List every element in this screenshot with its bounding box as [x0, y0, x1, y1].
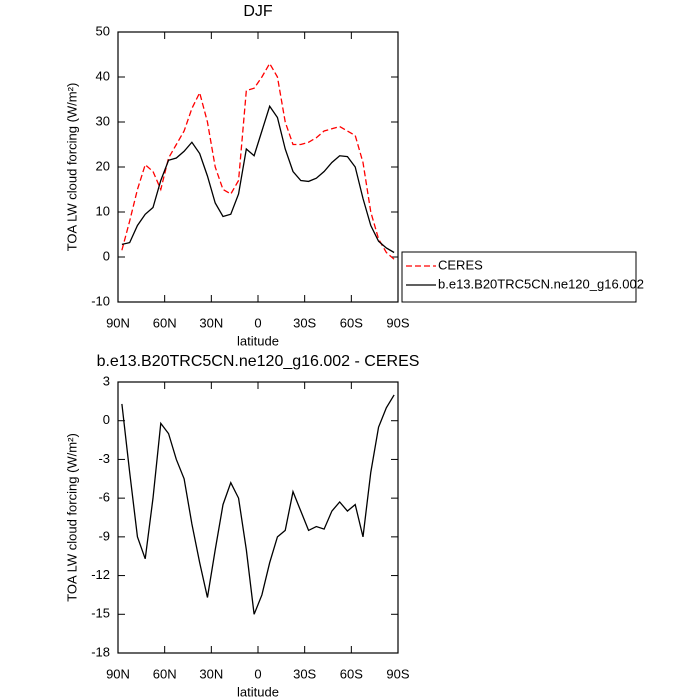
x-tick-label: 90N: [106, 315, 130, 330]
y-tick-label: -6: [98, 490, 110, 505]
x-axis-label: latitude: [237, 333, 279, 348]
y-tick-label: 50: [96, 23, 110, 38]
y-tick-label: -10: [91, 293, 110, 308]
x-tick-label: 30S: [293, 315, 316, 330]
y-tick-label: 10: [96, 203, 110, 218]
x-tick-label: 30S: [293, 666, 316, 681]
plot-frame: [117, 31, 399, 303]
y-tick-label: 3: [103, 373, 110, 388]
x-axis-label: latitude: [237, 684, 279, 699]
x-tick-label: 0: [254, 315, 261, 330]
y-tick-label: 0: [103, 248, 110, 263]
y-tick-label: -3: [98, 451, 110, 466]
y-axis-label: TOA LW cloud forcing (W/m²): [64, 433, 79, 602]
data-line: [121, 104, 395, 254]
y-tick-label: 0: [103, 412, 110, 427]
y-tick-label: -15: [91, 606, 110, 621]
y-tick-label: -9: [98, 528, 110, 543]
plot-frame: [117, 381, 399, 654]
x-tick-label: 90S: [386, 315, 409, 330]
y-tick-label: 30: [96, 113, 110, 128]
x-tick-label: 0: [254, 666, 261, 681]
x-tick-label: 60S: [340, 666, 363, 681]
data-line: [121, 62, 395, 260]
x-tick-label: 30N: [199, 315, 223, 330]
chart-title: b.e13.B20TRC5CN.ne120_g16.002 - CERES: [97, 353, 420, 370]
x-tick-label: 90N: [106, 666, 130, 681]
x-tick-label: 90S: [386, 666, 409, 681]
plot: b.e13.B20TRC5CN.ne120_g16.002 - CERES lat…: [64, 353, 419, 699]
chart-title: DJF: [243, 3, 273, 20]
y-tick-label: -12: [91, 567, 110, 582]
data-line: [121, 394, 395, 615]
x-tick-label: 60N: [153, 666, 177, 681]
plot: DJF latitude TOA LW cloud forcing (W/m²) -1…: [64, 3, 644, 348]
x-tick-label: 60N: [153, 315, 177, 330]
legend-label: b.e13.B20TRC5CN.ne120_g16.002: [438, 276, 644, 291]
x-tick-label: 30N: [199, 666, 223, 681]
legend-label: CERES: [438, 257, 483, 272]
x-tick-label: 60S: [340, 315, 363, 330]
y-axis-label: TOA LW cloud forcing (W/m²): [64, 83, 79, 252]
legend-box: [401, 251, 637, 303]
y-tick-label: -18: [91, 644, 110, 659]
y-tick-label: 20: [96, 158, 110, 173]
y-tick-label: 40: [96, 68, 110, 83]
